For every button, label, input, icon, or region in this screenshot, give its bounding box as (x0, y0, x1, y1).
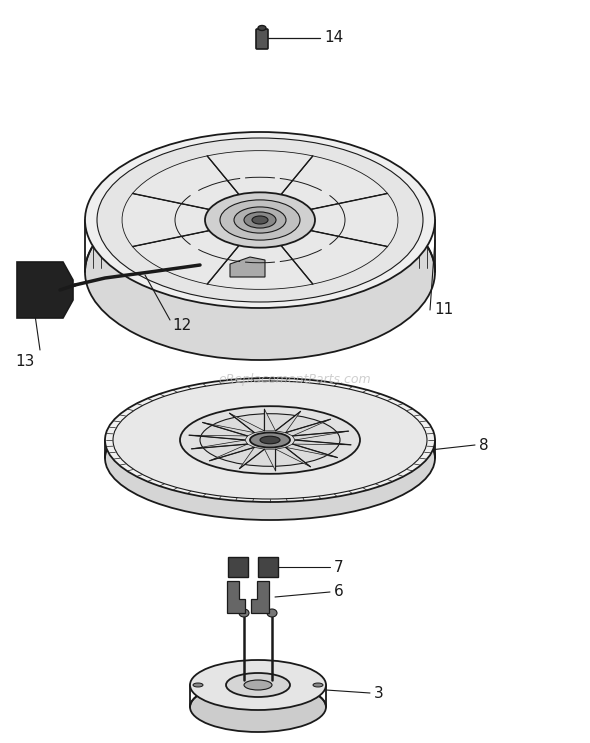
Ellipse shape (239, 609, 249, 617)
Polygon shape (17, 262, 73, 318)
Polygon shape (230, 257, 265, 277)
Text: eReplacementParts.com: eReplacementParts.com (219, 374, 371, 386)
FancyBboxPatch shape (258, 557, 278, 577)
Ellipse shape (85, 132, 435, 308)
Polygon shape (276, 447, 310, 467)
Ellipse shape (267, 609, 277, 617)
Polygon shape (209, 444, 254, 461)
Ellipse shape (244, 680, 272, 690)
Polygon shape (264, 450, 276, 471)
Text: 7: 7 (334, 559, 343, 574)
Ellipse shape (260, 436, 280, 444)
FancyBboxPatch shape (228, 557, 248, 577)
Polygon shape (207, 239, 313, 289)
Polygon shape (299, 193, 398, 247)
Text: 12: 12 (172, 317, 191, 333)
Ellipse shape (234, 207, 286, 233)
Ellipse shape (244, 212, 276, 228)
Polygon shape (276, 156, 388, 212)
Text: 3: 3 (374, 686, 384, 701)
Ellipse shape (180, 406, 360, 474)
Ellipse shape (205, 192, 315, 247)
Ellipse shape (220, 200, 300, 240)
Polygon shape (251, 581, 269, 613)
Text: 11: 11 (434, 302, 453, 317)
Polygon shape (192, 440, 247, 449)
Ellipse shape (105, 378, 435, 502)
Polygon shape (293, 440, 351, 445)
Ellipse shape (193, 683, 203, 687)
Polygon shape (122, 193, 221, 247)
Ellipse shape (226, 673, 290, 697)
Ellipse shape (258, 25, 266, 30)
Ellipse shape (250, 432, 290, 447)
Polygon shape (202, 423, 254, 436)
Polygon shape (286, 444, 337, 458)
Polygon shape (293, 431, 349, 440)
Polygon shape (207, 151, 313, 201)
Text: 13: 13 (15, 354, 34, 369)
Polygon shape (227, 581, 245, 613)
Polygon shape (264, 409, 276, 431)
Text: 14: 14 (324, 30, 343, 45)
Ellipse shape (190, 682, 326, 732)
Polygon shape (133, 156, 244, 212)
Polygon shape (276, 412, 300, 432)
Polygon shape (276, 228, 388, 284)
Polygon shape (189, 435, 247, 440)
Ellipse shape (97, 138, 423, 302)
Ellipse shape (313, 683, 323, 687)
Ellipse shape (85, 184, 435, 360)
Text: 8: 8 (479, 438, 489, 452)
Polygon shape (240, 447, 264, 469)
FancyBboxPatch shape (256, 29, 268, 49)
Ellipse shape (113, 381, 427, 499)
Polygon shape (133, 228, 244, 284)
Ellipse shape (200, 414, 340, 467)
Polygon shape (230, 413, 264, 432)
Ellipse shape (190, 660, 326, 710)
Ellipse shape (105, 396, 435, 520)
Polygon shape (286, 419, 330, 436)
Ellipse shape (252, 216, 268, 224)
Text: 6: 6 (334, 585, 344, 600)
